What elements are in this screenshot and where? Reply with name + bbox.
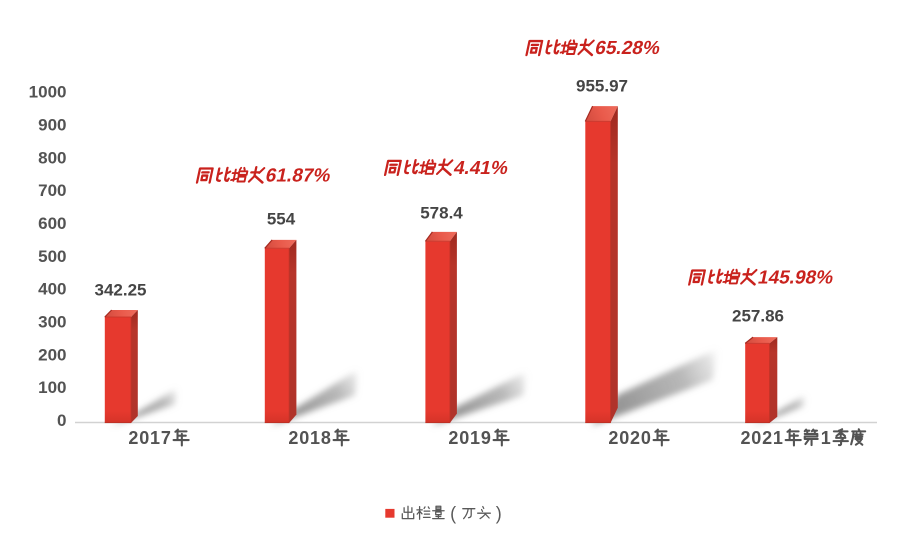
svg-text:145.98%: 145.98% [756, 268, 835, 289]
svg-text:4.41%: 4.41% [452, 158, 510, 179]
svg-text:(: ( [450, 503, 456, 523]
svg-text:100: 100 [38, 378, 66, 397]
svg-text:800: 800 [38, 148, 66, 167]
svg-text:): ) [496, 503, 502, 523]
svg-text:600: 600 [38, 214, 66, 233]
svg-text:1000: 1000 [29, 83, 67, 102]
svg-text:342.25: 342.25 [95, 281, 147, 300]
svg-text:257.86: 257.86 [732, 307, 784, 326]
svg-text:700: 700 [38, 181, 66, 200]
svg-text:1: 1 [821, 428, 831, 448]
svg-text:578.4: 578.4 [420, 204, 463, 223]
svg-text:300: 300 [38, 313, 66, 332]
svg-text:2020: 2020 [608, 428, 651, 448]
svg-text:2019: 2019 [448, 428, 491, 448]
svg-text:2018: 2018 [288, 428, 331, 448]
svg-text:2021: 2021 [741, 428, 784, 448]
svg-text:0: 0 [57, 411, 66, 430]
svg-text:955.97: 955.97 [576, 77, 628, 96]
svg-text:500: 500 [38, 247, 66, 266]
svg-text:554: 554 [267, 210, 296, 229]
svg-text:61.87%: 61.87% [264, 166, 333, 187]
svg-text:400: 400 [38, 280, 66, 299]
svg-text:200: 200 [38, 345, 66, 364]
svg-text:900: 900 [38, 115, 66, 134]
svg-text:2017: 2017 [128, 428, 171, 448]
svg-text:65.28%: 65.28% [593, 38, 662, 59]
